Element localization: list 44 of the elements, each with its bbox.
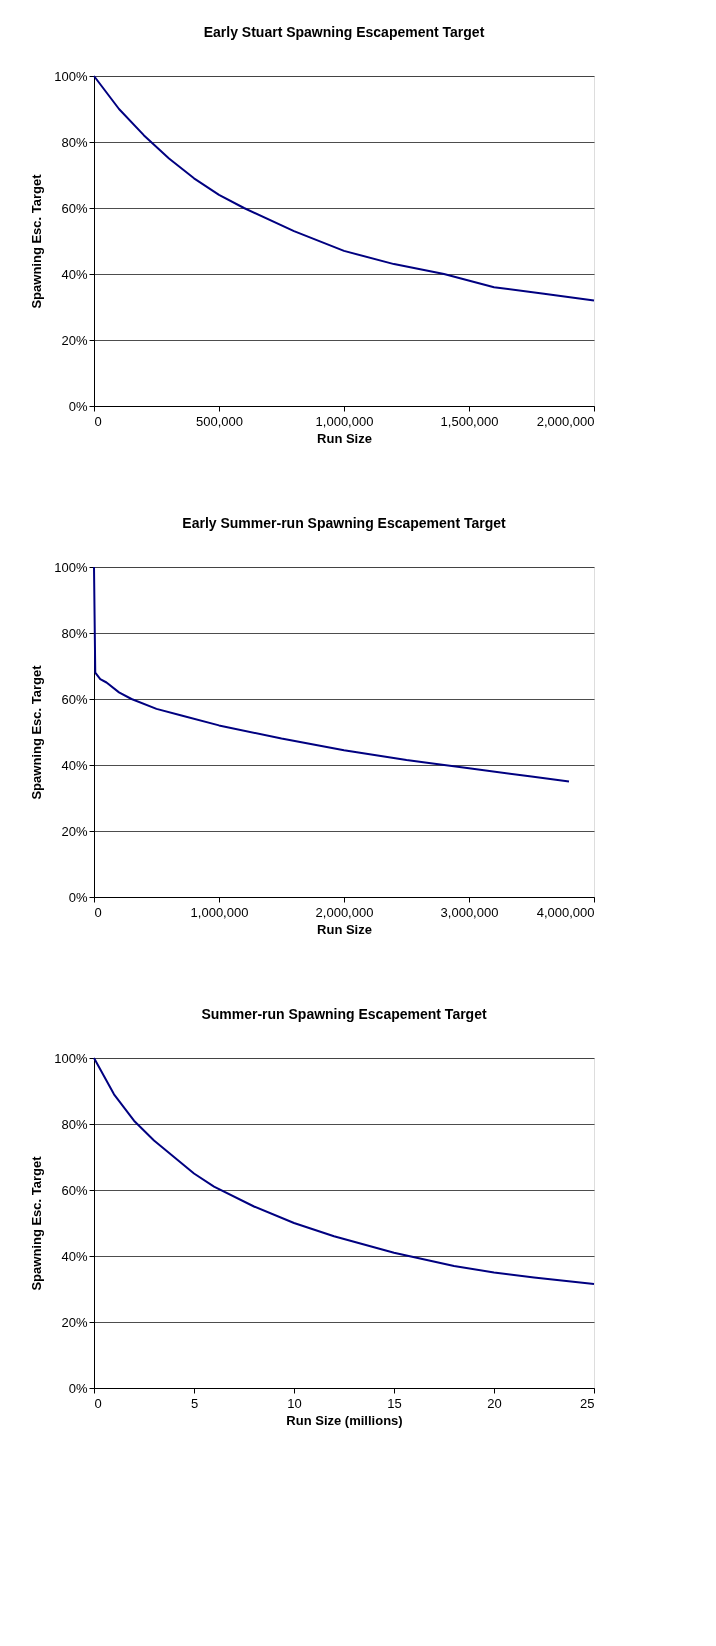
chart-title: Summer-run Spawning Escapement Target (201, 1006, 487, 1022)
x-tick-label: 4,000,000 (536, 904, 595, 920)
y-tick-label: 20% (61, 332, 88, 348)
chart-title: Early Summer-run Spawning Escapement Target (182, 515, 507, 531)
x-tick-label: 0 (94, 904, 102, 920)
y-tick-label: 100% (54, 1050, 88, 1066)
y-tick-label: 0% (68, 889, 88, 905)
x-axis-title: Run Size (317, 430, 372, 446)
x-tick-label: 15 (387, 1395, 402, 1411)
y-tick-label: 80% (61, 625, 88, 641)
x-tick-label: 2,000,000 (536, 413, 595, 429)
y-tick-label: 100% (54, 68, 88, 84)
x-tick-label: 5 (190, 1395, 199, 1411)
x-tick-label: 2,000,000 (315, 904, 374, 920)
y-tick-label: 0% (68, 1380, 88, 1396)
x-tick-label: 1,000,000 (190, 904, 249, 920)
x-tick-label: 20 (487, 1395, 502, 1411)
x-tick-label: 25 (580, 1395, 595, 1411)
x-tick-label: 0 (94, 1395, 102, 1411)
y-axis-title: Spawning Esc. Target (29, 173, 45, 309)
y-tick-label: 100% (54, 559, 88, 575)
y-tick-label: 80% (61, 1116, 88, 1132)
y-tick-label: 20% (61, 1314, 88, 1330)
x-tick-label: 0 (94, 413, 102, 429)
y-tick-label: 40% (61, 266, 88, 282)
chart-title: Early Stuart Spawning Escapement Target (203, 24, 485, 40)
x-tick-label: 1,500,000 (440, 413, 499, 429)
x-axis-title: Run Size (millions) (286, 1412, 403, 1428)
y-tick-label: 0% (68, 398, 88, 414)
y-tick-label: 40% (61, 757, 88, 773)
y-tick-label: 80% (61, 134, 88, 150)
x-tick-label: 500,000 (196, 413, 243, 429)
y-tick-label: 40% (61, 1248, 88, 1264)
y-tick-label: 60% (61, 691, 88, 707)
x-tick-label: 1,000,000 (315, 413, 374, 429)
line-series (93, 566, 570, 783)
y-axis-title: Spawning Esc. Target (29, 664, 45, 800)
y-tick-label: 60% (61, 200, 88, 216)
x-tick-label: 10 (287, 1395, 302, 1411)
x-axis-title: Run Size (317, 921, 372, 937)
y-tick-label: 60% (61, 1182, 88, 1198)
y-tick-label: 20% (61, 823, 88, 839)
x-tick-label: 3,000,000 (440, 904, 499, 920)
y-axis-title: Spawning Esc. Target (29, 1155, 45, 1291)
